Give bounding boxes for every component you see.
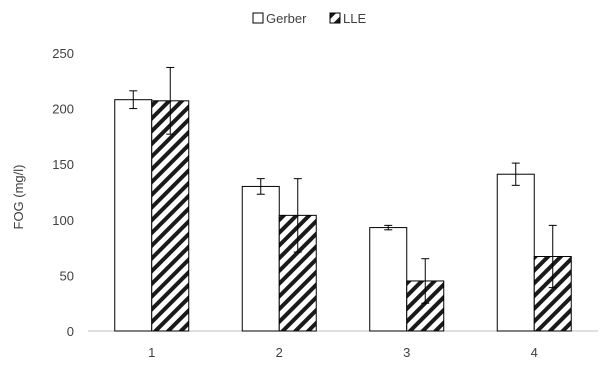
error-bar-gerber-2 [256,178,265,195]
error-bar-gerber-4 [511,162,520,186]
y-tick-label: 0 [67,324,74,339]
y-axis-label: FOG (mg/l) [11,165,26,230]
y-tick-label: 250 [52,46,74,61]
error-bar-lle-1 [166,66,175,135]
bar-gerber-4 [496,173,535,332]
error-bar-gerber-1 [129,90,138,110]
bar-lle-1 [151,100,190,332]
bars [114,99,572,332]
x-tick-label: 4 [531,345,538,360]
error-bar-lle-2 [293,178,302,253]
x-axis: 1 2 3 4 [88,330,598,360]
legend-label: Gerber [266,11,307,26]
x-tick-label: 3 [403,345,410,360]
legend-item-gerber: Gerber [252,11,307,26]
bar-gerber-3 [369,227,408,332]
legend: Gerber LLE [252,11,366,26]
y-axis: 0 50 100 150 200 250 [52,46,74,339]
y-tick-label: 200 [52,102,74,117]
bar-gerber-1 [114,99,153,332]
x-tick-label: 1 [148,345,155,360]
y-tick-label: 50 [60,268,74,283]
legend-item-lle: LLE [329,11,366,26]
x-tick-label: 2 [276,345,283,360]
error-bar-lle-4 [548,224,557,289]
error-bar-gerber-3 [384,224,393,231]
legend-label: LLE [343,11,366,26]
bar-gerber-2 [241,185,280,332]
error-bar-lle-3 [421,258,430,304]
y-tick-label: 100 [52,213,74,228]
legend-swatch [252,12,264,24]
legend-swatch [329,12,341,24]
error-bars [129,66,557,304]
y-tick-label: 150 [52,157,74,172]
